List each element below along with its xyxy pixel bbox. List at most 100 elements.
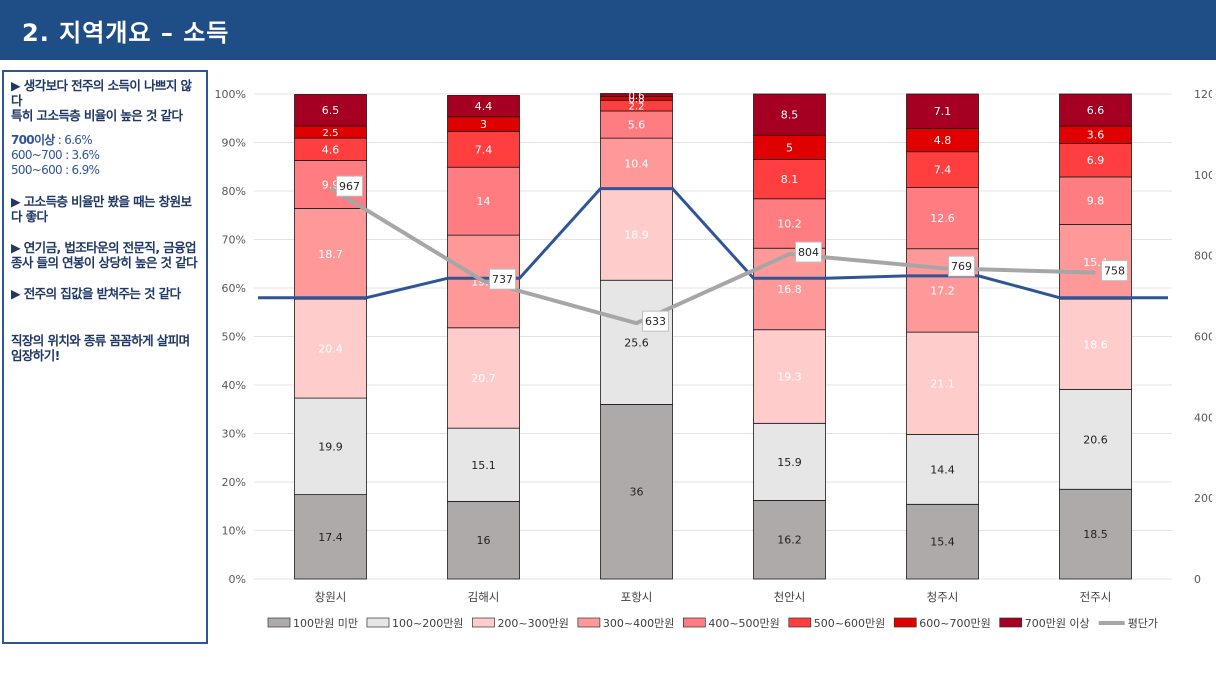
y-left-tick-label: 80%	[222, 185, 246, 198]
bar-value-label: 10.4	[624, 157, 649, 170]
legend-label: 100만원 미만	[293, 617, 358, 630]
x-category-label: 전주시	[1080, 590, 1112, 604]
bar-value-label: 20.7	[471, 372, 496, 385]
bar-segment	[753, 329, 826, 424]
bar-value-label: 18.9	[624, 228, 649, 241]
legend-label: 300~400만원	[603, 617, 674, 630]
bar-value-label: 16.8	[777, 283, 802, 296]
bar-segment	[294, 298, 367, 399]
bar-value-label: 36	[630, 486, 644, 499]
bar-value-label: 7.4	[934, 164, 952, 177]
bar-value-label: 18.6	[1083, 338, 1108, 351]
bar-segment	[447, 95, 520, 118]
bar-segment	[600, 110, 673, 139]
legend-swatch	[999, 617, 1023, 628]
y-right-tick-label: 1200	[1194, 88, 1212, 101]
bar-value-label: 17.4	[318, 531, 343, 544]
price-data-label: 633	[645, 315, 666, 328]
y-left-tick-label: 20%	[222, 476, 246, 489]
bar-value-label: 7.4	[475, 143, 493, 156]
bar-value-label: 16.2	[777, 534, 802, 547]
bar-value-label: 4.4	[475, 100, 493, 113]
bar-segment	[906, 503, 979, 580]
price-label-box	[948, 255, 975, 277]
y-left-tick-label: 0%	[229, 573, 246, 586]
bar-value-label: 4.8	[934, 134, 952, 147]
price-label-box	[642, 310, 669, 332]
series-line-share	[258, 187, 1168, 300]
bar-segment	[753, 134, 826, 160]
y-right-tick-label: 400	[1194, 411, 1212, 424]
legend-swatch	[366, 617, 390, 628]
bar-value-label: 17.2	[930, 284, 955, 297]
bar-value-label: 15.4	[930, 536, 955, 549]
bar-segment	[753, 93, 826, 136]
y-left-tick-label: 60%	[222, 282, 246, 295]
bar-value-label: 7.1	[934, 105, 952, 118]
bar-segment	[753, 422, 826, 501]
bar-segment	[1059, 388, 1132, 490]
bar-value-label: 15.9	[777, 456, 802, 469]
x-category-label: 천안시	[774, 590, 806, 604]
stat-700-value: : 6.6%	[54, 133, 93, 147]
bar-value-label: 8.5	[781, 109, 799, 122]
bar-value-label: 6.6	[1087, 104, 1105, 117]
bar-value-label: 16	[477, 534, 491, 547]
bar-value-label: 20.4	[318, 343, 343, 356]
legend-swatch	[893, 617, 917, 628]
income-stacked-bar-chart: 0% 10% 20% 30% 40% 50% 60% 70% 80% 90% 100% 0 200 400…	[215, 88, 1212, 630]
note-3: ▶ 연기금, 법조타운의 전문직, 금융업종사 들의 연봉이 상당히 높은 것 …	[11, 240, 198, 270]
bar-value-label: 0.8	[629, 94, 645, 105]
price-label-box	[489, 268, 516, 290]
y-left-tick-label: 70%	[222, 234, 246, 247]
header-bar: 2. 지역개요 – 소득	[0, 0, 1216, 60]
bar-segment	[906, 331, 979, 435]
bar-segment	[600, 93, 673, 97]
bar-segment	[906, 151, 979, 189]
y-left-tick-label: 100%	[215, 88, 246, 101]
legend-label: 400~500만원	[708, 617, 779, 630]
series-line-price	[329, 186, 1096, 326]
bar-value-label: 0.6	[629, 91, 645, 102]
legend-swatch	[472, 617, 495, 628]
bar-segment	[447, 130, 520, 168]
stat-500-600: 500~600 : 6.9%	[11, 163, 100, 177]
bar-segment	[1059, 298, 1132, 390]
y-right-tick-label: 600	[1194, 331, 1212, 344]
note-1-line-1: ▶ 생각보다 전주의 소득이 나쁘지 않다	[11, 78, 192, 108]
bar-value-label: 14.4	[930, 463, 955, 476]
bar-segment	[294, 208, 367, 300]
bar-segment	[906, 248, 979, 333]
note-4: ▶ 전주의 집값을 받쳐주는 것 같다	[11, 286, 181, 301]
bar-segment	[753, 198, 826, 249]
price-data-label: 769	[951, 260, 972, 273]
stat-700-plus: 700이상 : 6.6%	[11, 133, 200, 148]
bar-segment	[600, 403, 673, 580]
legend-label: 500~600만원	[814, 617, 885, 630]
bar-value-label: 3.6	[1087, 129, 1105, 142]
y-right-tick-label: 0	[1194, 573, 1201, 586]
bar-value-label: 19.9	[318, 440, 343, 453]
legend-label: 평단가	[1128, 617, 1158, 630]
legend-label: 200~300만원	[497, 617, 568, 630]
bar-segment	[1059, 143, 1132, 178]
note-1-line-2: 특히 고소득층 비율이 높은 것 같다	[11, 108, 183, 123]
x-category-label: 청주시	[927, 590, 959, 604]
y-right-tick-label: 200	[1194, 492, 1212, 505]
bar-segment	[294, 94, 367, 127]
y-left-tick-label: 90%	[222, 137, 246, 150]
bar-segment	[1059, 93, 1132, 127]
bar-segment	[447, 327, 520, 429]
bar-segment	[600, 188, 673, 281]
stat-600-700: 600~700 : 3.6%	[11, 148, 100, 162]
bar-value-label: 20.6	[1083, 433, 1108, 446]
bar-value-label: 14	[477, 195, 491, 208]
bar-segment	[753, 159, 826, 200]
note-2: ▶ 고소득층 비율만 봤을 때는 창원보다 좋다	[11, 194, 192, 224]
page-title: 2. 지역개요 – 소득	[22, 19, 230, 47]
legend-label: 100~200만원	[392, 617, 463, 630]
bar-segment	[294, 397, 367, 496]
bar-value-label: 15.1	[471, 459, 496, 472]
bar-value-label: 6.9	[1087, 154, 1105, 167]
bar-segment	[1059, 176, 1132, 225]
